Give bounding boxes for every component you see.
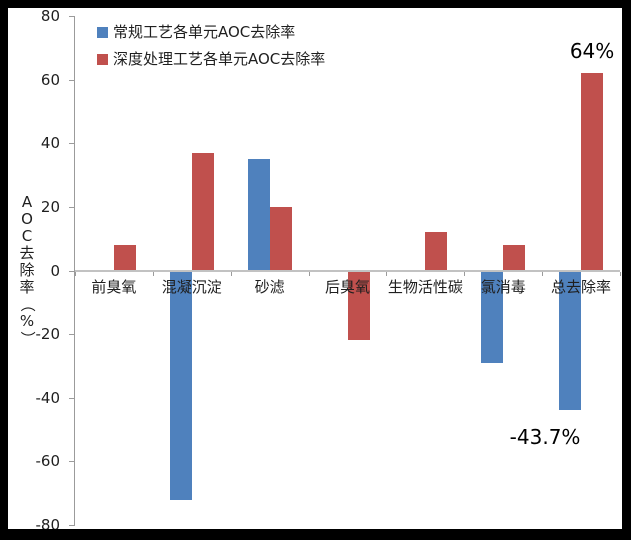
x-axis-tick: [308, 271, 310, 276]
bar-s0-c2: [247, 159, 270, 271]
x-axis-tick: [230, 271, 232, 276]
y-axis-title-char: %: [19, 312, 35, 330]
x-axis-tick: [542, 271, 544, 276]
bar-s1-c1: [191, 152, 214, 271]
bar-s0-c6: [559, 270, 582, 410]
y-axis-title: A O C 去除率（%）: [16, 194, 38, 347]
y-tick-label: 0: [50, 261, 60, 280]
x-axis-line: [75, 269, 620, 272]
x-category-label: 砂滤: [254, 277, 285, 296]
y-axis-title-char: 除: [19, 261, 35, 279]
y-tick-label: 60: [40, 70, 60, 89]
bar-s1-c5: [503, 245, 526, 271]
bar-s0-c5: [481, 270, 504, 363]
bar-chart: A O C 去除率（%） 80 60 40 20 0 -20 -40 -60 -80 前臭氧 混凝沉淀 砂滤…: [8, 8, 622, 529]
legend-label-series1: 常规工艺各单元AOC去除率: [113, 23, 296, 41]
y-axis-tick: [69, 525, 75, 526]
bar-s0-c1: [169, 270, 192, 500]
x-axis-tick: [620, 271, 621, 276]
x-axis-tick: [386, 271, 388, 276]
legend-item-series2: 深度处理工艺各单元AOC去除率: [97, 50, 325, 69]
y-axis-title-char: A: [21, 193, 33, 211]
y-axis-title-char: C: [21, 227, 33, 245]
x-category-label: 氯消毒: [480, 277, 526, 296]
x-category-label: 总去除率: [551, 277, 612, 296]
legend: 常规工艺各单元AOC去除率 深度处理工艺各单元AOC去除率: [97, 23, 325, 77]
x-category-label: 混凝沉淀: [161, 277, 222, 296]
y-axis-tick: [69, 334, 75, 336]
x-category-label: 后臭氧: [324, 277, 371, 296]
x-axis-tick: [464, 271, 466, 276]
bar-s1-c2: [269, 206, 292, 271]
y-axis-tick: [69, 79, 75, 81]
legend-swatch-blue: [97, 27, 108, 38]
x-category-label: 生物活性碳: [387, 277, 463, 296]
plot-area: 80 60 40 20 0 -20 -40 -60 -80 前臭氧 混凝沉淀 砂滤 后臭氧 生物活性碳 氯消…: [8, 8, 622, 529]
y-tick-label: -40: [35, 388, 61, 407]
y-axis-title-char: 去: [19, 244, 35, 262]
x-category-label: 前臭氧: [91, 277, 137, 296]
y-axis-title-char: 率: [19, 278, 35, 296]
y-axis-tick: [69, 16, 75, 17]
y-tick-label: 80: [40, 8, 60, 25]
data-annotation: -43.7%: [509, 424, 581, 449]
x-axis-tick: [152, 271, 154, 276]
bar-s1-c0: [113, 245, 136, 271]
y-tick-label: 20: [40, 197, 60, 216]
bar-s1-c4: [425, 232, 448, 271]
y-axis-title-char: （: [18, 296, 37, 312]
y-axis-title-char: ）: [18, 330, 37, 346]
y-tick-label: 40: [40, 134, 60, 153]
y-axis-tick: [69, 461, 75, 463]
y-axis-title-char: O: [21, 210, 33, 228]
bar-s1-c6: [581, 73, 604, 271]
y-axis-tick: [69, 206, 75, 208]
y-axis-tick: [69, 270, 75, 272]
bar-s1-c3: [347, 270, 370, 341]
data-annotation: 64%: [569, 39, 615, 64]
y-axis-tick: [69, 143, 75, 145]
y-axis-tick: [69, 397, 75, 399]
legend-swatch-red: [97, 54, 108, 65]
y-tick-label: -60: [35, 452, 61, 471]
y-tick-label: -80: [35, 516, 61, 529]
legend-label-series2: 深度处理工艺各单元AOC去除率: [113, 50, 326, 68]
legend-item-series1: 常规工艺各单元AOC去除率: [97, 23, 325, 42]
y-tick-label: -20: [35, 325, 61, 344]
x-axis-tick: [75, 271, 76, 276]
